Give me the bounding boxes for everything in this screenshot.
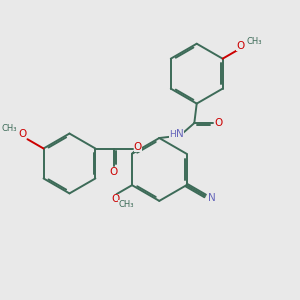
- Text: N: N: [208, 193, 216, 203]
- Text: CH₃: CH₃: [118, 200, 134, 209]
- Text: O: O: [236, 41, 244, 51]
- Text: O: O: [215, 118, 223, 128]
- Text: CH₃: CH₃: [1, 124, 16, 133]
- Text: O: O: [110, 167, 118, 178]
- Text: H: H: [169, 130, 176, 139]
- Text: O: O: [111, 194, 119, 204]
- Text: O: O: [18, 129, 26, 139]
- Text: CH₃: CH₃: [247, 38, 262, 46]
- Text: O: O: [134, 142, 142, 152]
- Text: N: N: [176, 129, 184, 140]
